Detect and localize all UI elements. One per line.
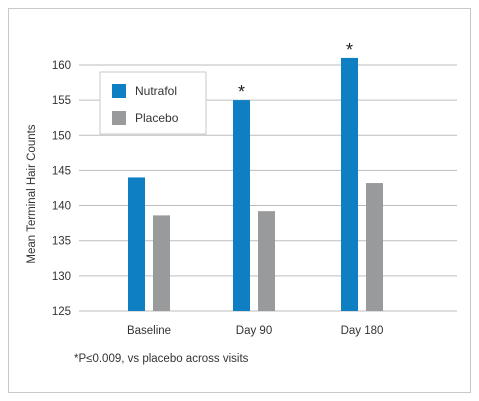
y-tick-label: 135 bbox=[52, 236, 71, 248]
legend: Nutrafol Placebo bbox=[99, 71, 207, 135]
y-tick-label: 125 bbox=[52, 306, 71, 318]
legend-swatch-placebo bbox=[112, 111, 126, 125]
bars bbox=[128, 57, 383, 311]
bar-placebo-2 bbox=[366, 183, 383, 311]
y-tick-label: 160 bbox=[52, 60, 71, 72]
bar-nutrafol-2 bbox=[341, 57, 358, 311]
x-tick-label: Baseline bbox=[127, 325, 171, 337]
x-axis-ticks: Baseline Day 90 Day 180 bbox=[127, 325, 383, 337]
significance-star: * bbox=[346, 40, 353, 60]
bar-placebo-0 bbox=[153, 215, 170, 311]
significance-markers: ** bbox=[238, 40, 353, 102]
y-tick-label: 155 bbox=[52, 95, 71, 107]
y-tick-label: 130 bbox=[52, 271, 71, 283]
y-axis-ticks: 125 130 135 140 145 150 155 160 bbox=[52, 60, 71, 318]
bar-chart: 125 130 135 140 145 150 155 160 Baseline Day 90 D… bbox=[26, 40, 457, 365]
legend-label-placebo: Placebo bbox=[135, 111, 179, 125]
y-tick-label: 140 bbox=[52, 201, 71, 213]
y-axis-label: Mean Terminal Hair Counts bbox=[26, 124, 38, 263]
footnote: *P≤0.009, vs placebo across visits bbox=[74, 353, 249, 365]
x-tick-label: Day 180 bbox=[341, 325, 384, 337]
x-tick-label: Day 90 bbox=[236, 325, 272, 337]
y-tick-label: 145 bbox=[52, 165, 71, 177]
legend-label-nutrafol: Nutrafol bbox=[135, 84, 177, 98]
y-tick-label: 150 bbox=[52, 130, 71, 142]
bar-nutrafol-1 bbox=[233, 100, 250, 311]
bar-nutrafol-0 bbox=[128, 177, 145, 311]
legend-swatch-nutrafol bbox=[112, 84, 126, 98]
significance-star: * bbox=[238, 82, 245, 102]
bar-placebo-1 bbox=[258, 211, 275, 311]
chart-frame: 125 130 135 140 145 150 155 160 Baseline Day 90 D… bbox=[8, 8, 471, 393]
